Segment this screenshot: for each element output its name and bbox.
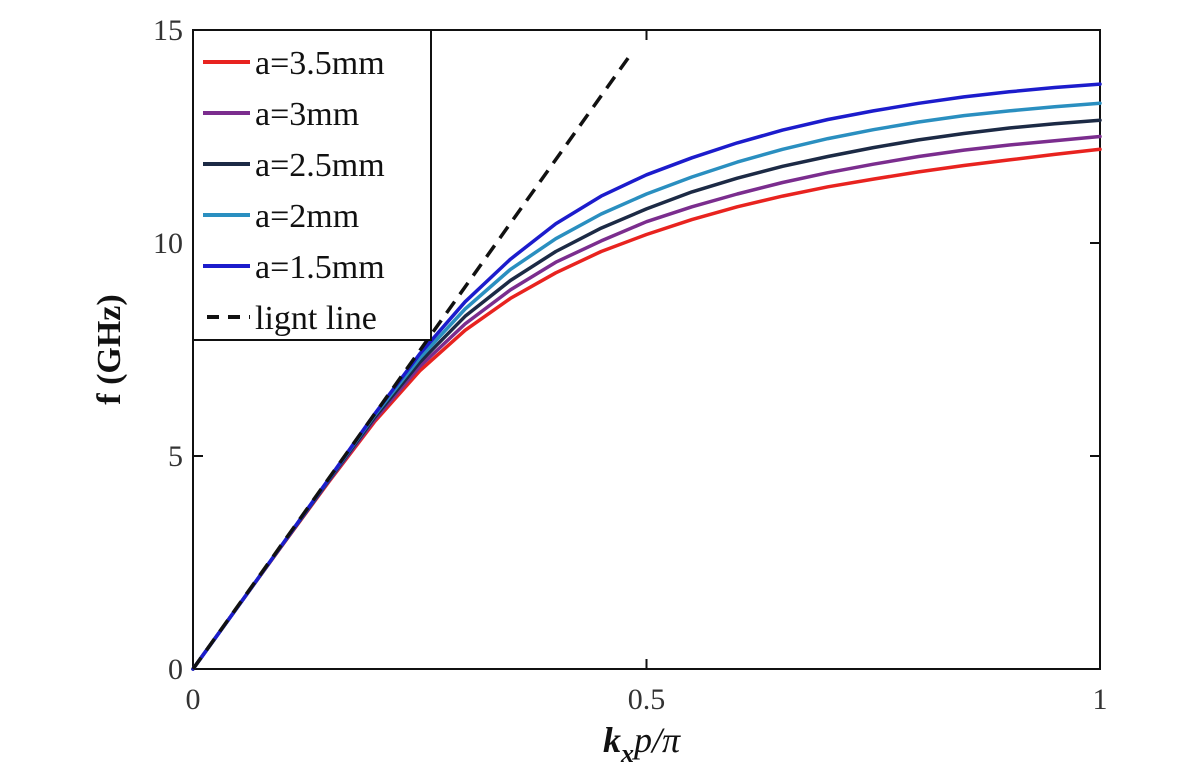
legend-label: a=1.5mm	[255, 249, 385, 286]
legend-box	[192, 29, 432, 341]
legend-label: a=3mm	[255, 96, 359, 133]
legend-label: a=2.5mm	[255, 147, 385, 184]
series-line-6	[191, 50, 635, 671]
x-axis-label-rest: p/π	[631, 720, 681, 760]
legend: a=3.5mm a=3mm a=2.5mm a=2mm a=1.5mm lignt lin…	[192, 29, 432, 341]
x-axis-label-k: k	[603, 720, 621, 760]
legend-label: a=3.5mm	[255, 45, 385, 82]
y-tick-label: 10	[153, 227, 183, 260]
y-tick-label: 5	[168, 440, 183, 473]
series-lines	[191, 50, 1102, 671]
x-tick-label: 0.5	[628, 683, 666, 716]
y-tick-label: 0	[168, 653, 183, 686]
x-tick-label: 1	[1093, 683, 1108, 716]
x-tick-label: 0	[186, 683, 201, 716]
y-axis-label: f (GHz)	[91, 294, 128, 404]
legend-label: lignt line	[255, 300, 377, 337]
x-axis-label: kxp/π	[603, 720, 681, 768]
x-axis-label-sub: x	[620, 739, 634, 768]
legend-label: a=2mm	[255, 198, 359, 235]
y-tick-label: 15	[153, 14, 183, 47]
